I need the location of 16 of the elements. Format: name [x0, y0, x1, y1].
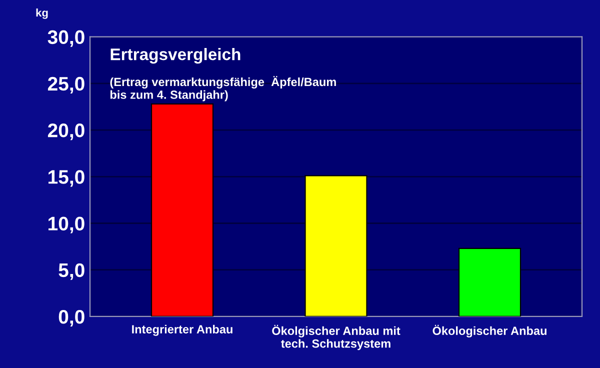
x-tick-label: Ökologischer Anbau: [432, 324, 546, 338]
x-tick-label: Integrierter Anbau: [132, 324, 232, 336]
y-tick-label: 30,0: [48, 30, 84, 47]
x-tick-label: Ökolgischer Anbau mit tech. Schutzsystem: [272, 324, 400, 350]
y-tick-label: 20,0: [48, 123, 84, 140]
y-axis-title: kg: [36, 8, 48, 19]
text: Ertragsvergleich: [110, 48, 240, 64]
y-tick-label: 5,0: [58, 263, 84, 280]
text: (Ertrag vermarktungsfähige Äpfel/Baum bis zum 4. Standjahr): [110, 76, 336, 102]
y-tick-label: 15,0: [48, 170, 84, 187]
bar: [458, 248, 522, 316]
bar: [304, 175, 368, 316]
bar: [150, 103, 214, 316]
y-tick-label: 10,0: [48, 216, 84, 234]
y-tick-label: 25,0: [48, 76, 84, 94]
y-tick-label: 0,0: [58, 310, 84, 327]
